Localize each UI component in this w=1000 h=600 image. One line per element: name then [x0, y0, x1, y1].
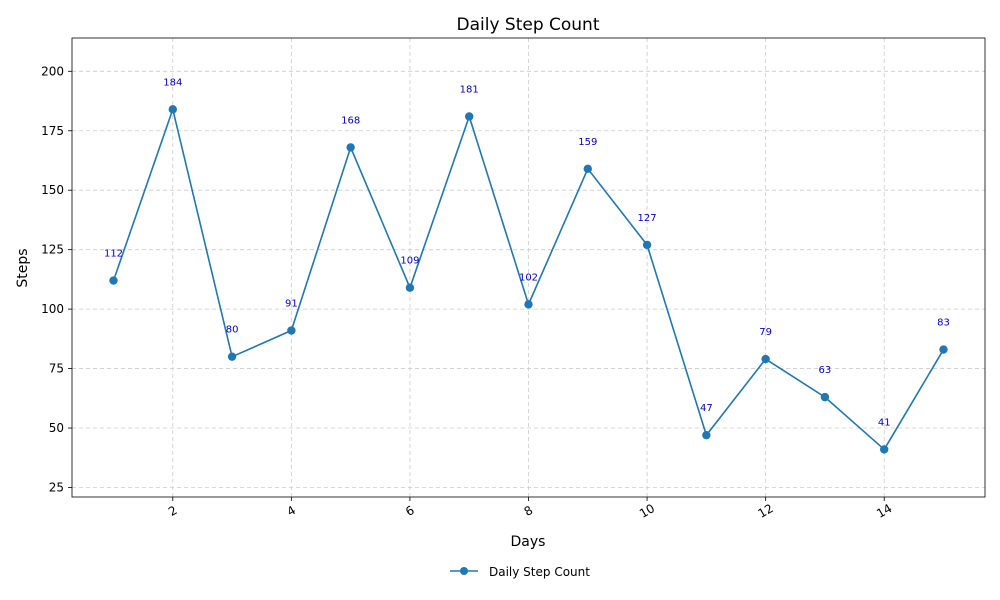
data-point [702, 430, 711, 440]
data-point [405, 283, 415, 292]
data-label: 80 [226, 325, 239, 336]
y-tick-label: 50 [49, 421, 64, 435]
legend-marker [460, 567, 468, 575]
data-labels: 112 184 80 91 168 109 181 102 159 127 47 79 63 41 83 [104, 77, 950, 428]
data-point [761, 354, 770, 364]
x-tick-label: 14 [874, 501, 894, 521]
legend: Daily Step Count [450, 565, 590, 579]
data-point [109, 276, 118, 285]
data-point [287, 326, 296, 335]
chart-title: Daily Step Count [456, 15, 599, 35]
y-tick-label: 25 [49, 480, 64, 494]
series-layer [109, 105, 948, 454]
y-tick-label: 100 [41, 302, 64, 316]
data-label: 168 [341, 115, 360, 126]
y-tick-label: 200 [41, 64, 64, 78]
y-tick-label: 150 [41, 183, 64, 197]
x-tick-label: 12 [756, 501, 776, 521]
legend-label: Daily Step Count [489, 565, 590, 579]
data-point [583, 164, 592, 174]
data-label: 109 [400, 256, 419, 267]
data-label: 83 [937, 318, 950, 329]
data-point [939, 345, 948, 354]
data-label: 63 [819, 365, 832, 376]
data-point [642, 240, 652, 250]
data-label: 181 [460, 84, 479, 95]
data-point [820, 392, 830, 402]
grid [72, 38, 985, 497]
data-point [168, 105, 177, 114]
data-label: 79 [759, 327, 772, 338]
data-label: 41 [878, 417, 891, 428]
x-axis-label: Days [511, 534, 546, 550]
data-label: 91 [285, 299, 298, 310]
data-label: 184 [163, 77, 182, 88]
y-tick-label: 75 [49, 362, 64, 376]
data-label: 112 [104, 249, 123, 260]
data-label: 47 [700, 403, 713, 414]
x-tick-label: 10 [637, 501, 657, 521]
data-point [524, 300, 533, 309]
y-tick-label: 175 [41, 124, 64, 138]
data-label: 127 [638, 213, 657, 224]
y-tick-label: 125 [41, 243, 64, 257]
data-point [346, 143, 355, 152]
data-label: 159 [578, 137, 597, 148]
y-axis-label: Steps [15, 248, 31, 287]
data-point [465, 112, 474, 121]
data-label: 102 [519, 272, 538, 283]
data-point [880, 445, 889, 454]
data-point [227, 352, 237, 361]
